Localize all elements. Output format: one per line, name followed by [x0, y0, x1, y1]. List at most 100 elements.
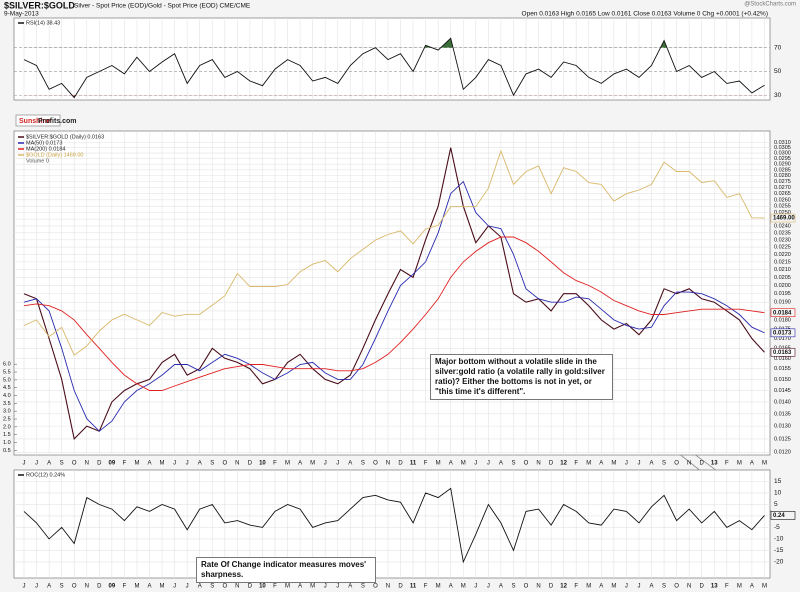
x-tick-label: D: [700, 584, 705, 590]
x-tick-label: J: [474, 461, 477, 467]
end-label-box: [770, 328, 796, 338]
x-tick-label: O: [373, 461, 378, 467]
x-tick-label: O: [524, 584, 529, 590]
end-label-box: [770, 511, 796, 520]
end-label: 0.0173: [773, 330, 792, 336]
y-tick-label: 0.0190: [774, 300, 791, 306]
x-tick-label: A: [449, 584, 453, 590]
y-tick-label: -10: [774, 536, 784, 543]
y-tick-label: 0.0160: [774, 356, 791, 362]
x-tick-label: N: [386, 461, 390, 467]
watermark: @StockCharts.com: [744, 2, 796, 8]
y-tick-label: 0.0305: [774, 145, 791, 151]
x-tick-label: M: [737, 461, 742, 467]
y-tick-label: 10: [774, 490, 782, 497]
y-tick-label: 0.0270: [774, 185, 791, 191]
x-tick-label: M: [310, 461, 315, 467]
legend-label: MA(200) 0.0184: [26, 146, 65, 152]
end-label: 1469.00: [773, 216, 795, 222]
x-tick-label: J: [336, 461, 339, 467]
x-tick-label: O: [674, 584, 679, 590]
end-label-box: [770, 347, 796, 357]
legend-label: MA(50) 0.0173: [26, 140, 62, 146]
y-tick-label: 0.0210: [774, 267, 791, 273]
x-tick-label: N: [536, 461, 540, 467]
volume-tick-label: 4.0: [3, 393, 11, 399]
logo-box: [15, 114, 61, 127]
x-tick-label: D: [398, 584, 403, 590]
series-line: [23, 487, 765, 564]
x-tick-label: S: [60, 584, 64, 590]
x-tick-label: A: [599, 461, 603, 467]
x-tick-label: A: [147, 584, 151, 590]
y-tick-label: 0.0220: [774, 252, 791, 258]
x-tick-label: O: [222, 584, 227, 590]
volume-tick-label: 4.5: [3, 385, 11, 391]
x-tick-label: J: [35, 584, 38, 590]
y-tick-label: 0.0300: [774, 151, 791, 157]
x-tick-label: A: [47, 584, 51, 590]
x-tick-label: D: [700, 461, 705, 467]
date: 9-May-2013: [4, 11, 39, 18]
x-tick-label: M: [160, 461, 165, 467]
x-tick-label: S: [662, 461, 666, 467]
x-tick-label: 13: [711, 461, 718, 467]
y-tick-label: 0.0170: [774, 336, 791, 342]
series-line: [23, 37, 765, 99]
x-tick-label: D: [549, 584, 554, 590]
y-tick-label: 0.0200: [774, 283, 791, 289]
x-tick-label: O: [524, 461, 529, 467]
x-tick-label: M: [461, 584, 466, 590]
x-tick-label: M: [285, 584, 290, 590]
volume-tick-label: 1.5: [3, 432, 11, 438]
y-tick-label: 0.0155: [774, 366, 791, 372]
x-tick-label: J: [23, 461, 26, 467]
x-tick-label: 12: [560, 584, 567, 590]
x-tick-label: 09: [109, 584, 116, 590]
x-tick-label: M: [586, 461, 591, 467]
panel: [13, 130, 771, 456]
legend-label: $SILVER:$GOLD (Daily) 0.0163: [26, 134, 104, 140]
x-tick-label: N: [235, 584, 239, 590]
x-tick-label: M: [737, 584, 742, 590]
y-tick-label: 0.0215: [774, 259, 791, 265]
x-tick-label: O: [72, 461, 77, 467]
y-tick-label: -20: [774, 559, 784, 566]
x-tick-label: A: [599, 584, 603, 590]
x-tick-label: S: [60, 461, 64, 467]
x-tick-label: J: [173, 461, 176, 467]
x-tick-label: A: [298, 584, 302, 590]
y-tick-label: 0.0240: [774, 223, 791, 229]
volume-tick-label: 0.5: [3, 448, 11, 454]
x-tick-label: F: [273, 584, 277, 590]
x-tick-label: N: [687, 584, 691, 590]
x-tick-label: M: [436, 584, 441, 590]
x-tick-label: S: [361, 461, 365, 467]
series-line: [23, 149, 765, 356]
x-tick-label: M: [461, 461, 466, 467]
logo-left: Sunshine: [19, 118, 51, 125]
volume-tick-label: 5.5: [3, 369, 11, 375]
x-tick-label: M: [134, 461, 139, 467]
x-tick-label: S: [662, 584, 666, 590]
x-tick-label: A: [198, 584, 202, 590]
end-label-box: [770, 308, 796, 318]
end-label: 0.0184: [773, 310, 792, 316]
legend-label: RSI(14) 38.43: [26, 20, 60, 26]
y-tick-label: 0.0130: [774, 424, 791, 430]
annotation: Major bottom without a volatile slide in…: [430, 354, 613, 400]
x-tick-label: J: [487, 461, 490, 467]
x-tick-label: F: [725, 584, 729, 590]
subtitle: Silver - Spot Price (EOD)/Gold - Spot Pr…: [74, 3, 251, 10]
x-tick-label: O: [373, 584, 378, 590]
x-tick-label: J: [336, 584, 339, 590]
volume-tick-label: 3.5: [3, 401, 11, 407]
x-tick-label: M: [611, 461, 616, 467]
x-tick-label: N: [85, 461, 89, 467]
series-line: [23, 147, 765, 441]
x-tick-label: 12: [560, 461, 567, 467]
x-tick-label: N: [85, 584, 89, 590]
x-tick-label: N: [235, 461, 239, 467]
x-tick-label: J: [186, 584, 189, 590]
